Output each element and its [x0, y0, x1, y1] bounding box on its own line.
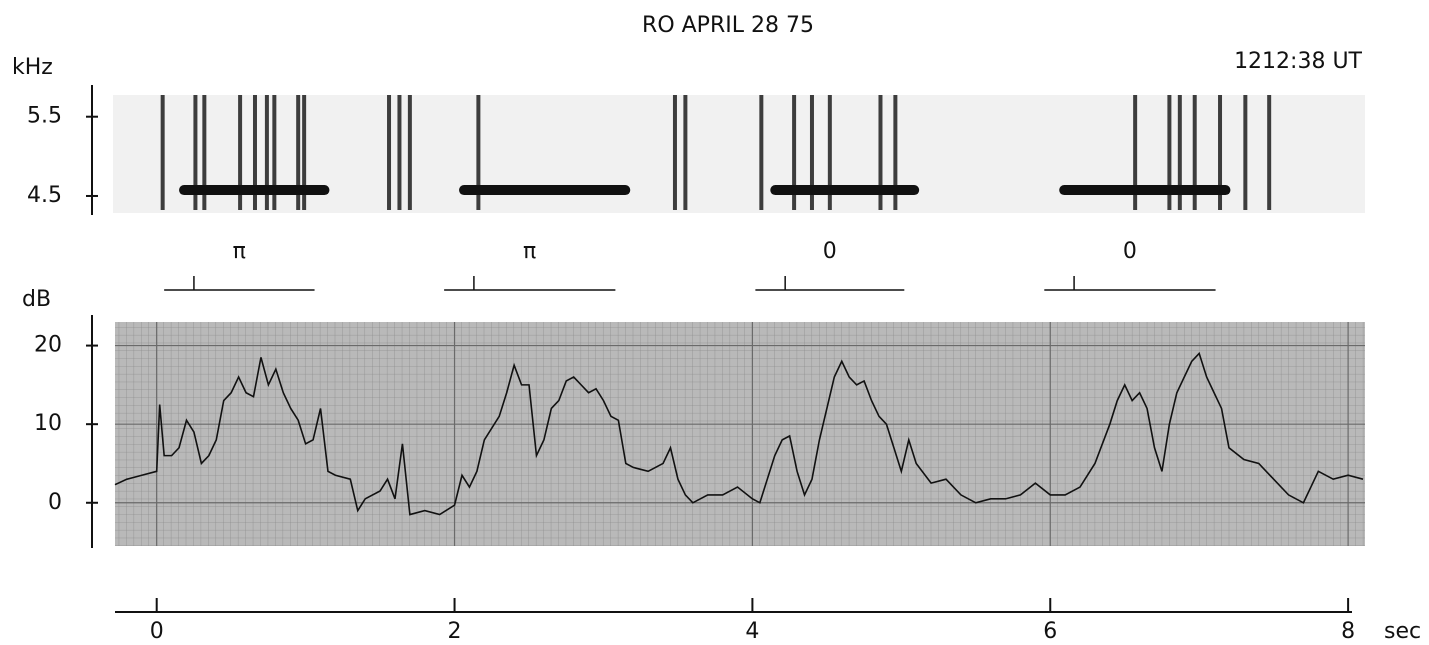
phase-bracket	[164, 276, 315, 291]
phase-bracket	[1044, 276, 1216, 291]
trace	[114, 351, 1364, 516]
phase-label: 0	[823, 239, 837, 264]
x-tick-label: 2	[448, 619, 462, 644]
phase-label: π	[233, 239, 246, 264]
y-axis-label: kHz	[12, 55, 53, 80]
title: RO APRIL 28 75	[642, 13, 814, 38]
x-axis-label: sec	[1384, 619, 1421, 644]
tone	[179, 185, 330, 196]
x-tick-label: 4	[745, 619, 759, 644]
subtitle: 1212:38 UT	[1234, 49, 1362, 74]
tone	[1059, 185, 1231, 196]
phase-label: π	[523, 239, 536, 264]
y-tick-label: 0	[48, 490, 62, 515]
y-tick-label: 4.5	[27, 183, 62, 208]
y-tick-label: 5.5	[27, 104, 62, 129]
tone	[770, 185, 920, 196]
phase-label: 0	[1123, 239, 1137, 264]
phase-bracket	[444, 276, 616, 291]
phase-bracket	[755, 276, 905, 291]
x-tick-label: 0	[150, 619, 164, 644]
x-tick-label: 6	[1043, 619, 1057, 644]
y-axis-label: dB	[22, 287, 51, 312]
y-tick-label: 20	[34, 333, 62, 358]
tone	[459, 185, 631, 196]
x-tick-label: 8	[1341, 619, 1355, 644]
spectrogram-background	[113, 95, 1365, 213]
y-tick-label: 10	[34, 411, 62, 436]
